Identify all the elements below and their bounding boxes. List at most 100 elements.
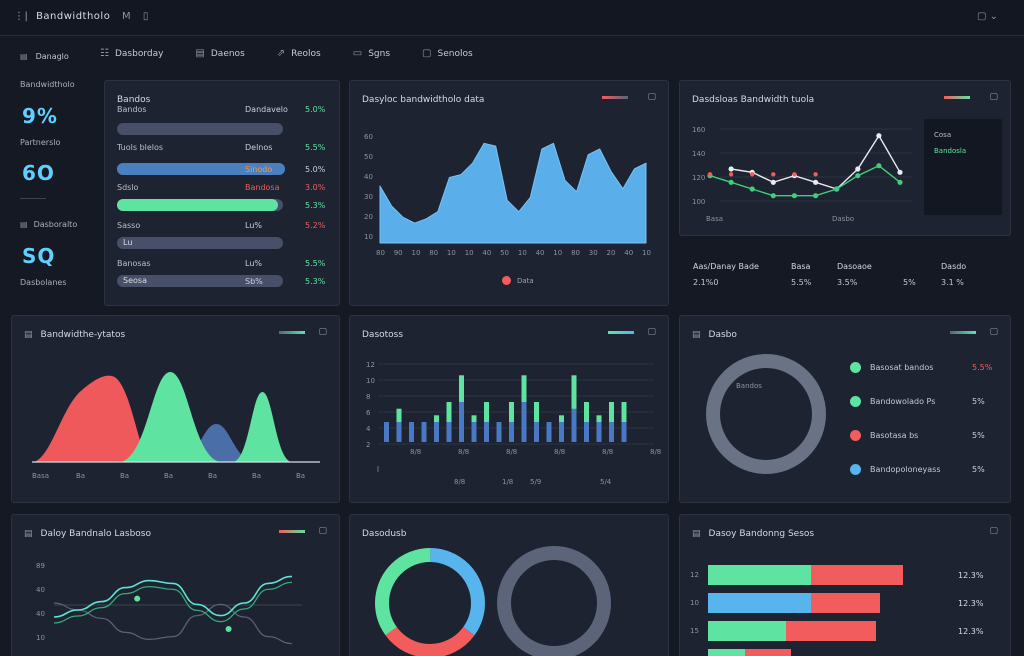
donut-chart: Bandos [706, 354, 826, 474]
sidebar-nav[interactable]: ▤ Danaglo [20, 52, 69, 61]
hbar-segment [811, 565, 903, 585]
panel-title: ▤ Dasoy Bandonng Sesos [692, 529, 814, 539]
tab-label: Sgns [368, 48, 391, 59]
bar-blue [509, 422, 514, 442]
doc-icon: ▤ [195, 48, 205, 59]
legend-dot [502, 276, 511, 285]
y-tick-label: 30 [364, 193, 373, 201]
hbar-segment [708, 649, 745, 656]
row-percent: 5.3% [305, 201, 326, 210]
bar-blue [584, 422, 589, 442]
line-stats-strip: Aas/Danay Bade 2.1%0 Basa 5.5% Dasoaoe 3.5% 5%… [679, 244, 1011, 306]
line-point-red [771, 172, 776, 177]
x-tick-label: 8/8 [506, 448, 517, 456]
line-point-white [813, 179, 819, 185]
expand-icon[interactable]: ▢ [989, 327, 998, 337]
panel-title: Dasdsloas Bandwidth tuola [692, 95, 815, 105]
bar-blue [496, 422, 502, 442]
x-tick-label: 90 [394, 249, 403, 257]
x-tick-label: Dasbo [832, 215, 854, 221]
y-tick-label: 10 [364, 233, 373, 241]
tooltip-line: Bandosla [934, 147, 967, 155]
legend-dot [850, 396, 861, 407]
bar-blue [409, 422, 414, 442]
x-tick-label: 80 [376, 249, 385, 257]
panel-badge [950, 331, 976, 334]
folder-icon: ▭ [352, 48, 363, 59]
tab-daenos[interactable]: ▤ Daenos [195, 48, 244, 59]
chevron-icon[interactable]: ▯ [142, 11, 149, 22]
sidebar-stat-value: SQ [22, 244, 56, 268]
tab-label: Dasborday [114, 48, 164, 59]
sidebar-footer[interactable]: Dasbolanes [20, 278, 67, 287]
app-title-extra: M [122, 11, 132, 22]
window-controls[interactable]: ▢ ⌄ [976, 11, 998, 22]
line-point-white [855, 166, 861, 172]
grid-icon: ▤ [24, 330, 33, 340]
line-point-green [876, 163, 882, 169]
x-tick-label: 8/8 [458, 448, 469, 456]
progress-bar-text: Seosa [123, 276, 147, 285]
legend-value: 5% [972, 465, 985, 474]
expand-icon[interactable]: ▢ [989, 526, 998, 536]
panel-badge [608, 331, 634, 334]
x-tick-label: 8/8 [554, 448, 565, 456]
line-point-green [770, 193, 776, 199]
row-percent: 3.0% [305, 183, 326, 192]
bar-blue [596, 422, 602, 442]
bar-chart-panel: Dasotoss ▢ 12 10 8 6 4 2 8/8 8/8 8/8 8/8 8/8 8/8 8/8… [349, 315, 669, 503]
settings-icon: ▢ [422, 48, 432, 59]
tab-dasborday[interactable]: ☷ Dasborday [100, 48, 163, 59]
expand-icon[interactable]: ▢ [647, 327, 656, 337]
bar-blue [471, 422, 477, 442]
expand-icon[interactable]: ▢ [318, 526, 327, 536]
x-tick-label: 40 [536, 249, 545, 257]
stat-value: 2.1%0 [693, 278, 719, 287]
donut-panel: ▤ Dasbo ▢ Bandos Basosat bandos 5.5% Bandow… [679, 315, 1011, 503]
x-tick-label: 5/9 [530, 478, 541, 486]
sidebar-divider [20, 198, 46, 199]
y-tick-label: 50 [364, 153, 373, 161]
x-tick-label: 30 [589, 249, 598, 257]
ring-gray [497, 546, 611, 656]
progress-track: Lu [117, 237, 283, 249]
tab-senolos[interactable]: ▢ Senolos [422, 48, 473, 59]
y-tick-label: 60 [364, 133, 373, 141]
x-tick-label: 8/8 [454, 478, 465, 486]
line-series-green [709, 164, 901, 197]
bar-blue [384, 422, 389, 442]
x-tick-label: 1/8 [502, 478, 513, 486]
row-value: Sb% [245, 277, 263, 286]
expand-icon[interactable]: ▢ [318, 327, 327, 337]
top-bar: ⋮| Bandwidtholo M ▯ ▢ ⌄ [0, 0, 1024, 36]
expand-icon[interactable]: ▢ [989, 92, 998, 102]
hbar-segment [708, 621, 786, 641]
legend-label: Bandowolado Ps [870, 397, 936, 406]
line-point-white [876, 133, 882, 139]
grid-icon: ▤ [24, 529, 33, 539]
row-label: Bandos [117, 105, 147, 114]
row-percent: 5.3% [305, 277, 326, 286]
ring-chart [375, 546, 611, 656]
sidebar-stat-label-text: Dasboralto [33, 220, 78, 229]
bar-blue [434, 422, 439, 442]
x-tick-label: Ba [252, 472, 261, 480]
bar-blue [446, 422, 452, 442]
bar-blue [534, 422, 539, 442]
x-tick-label: 10 [412, 249, 421, 257]
tab-reolos[interactable]: ⇗ Reolos [277, 48, 321, 59]
row-value: Dandavelo [245, 105, 288, 114]
panel-badge [279, 331, 305, 334]
row-value: Bandosa [245, 183, 280, 192]
mountain-chart-panel: ▤ Bandwidthe-ytatos ▢ Basa Ba Ba Ba Ba Ba Ba [11, 315, 340, 503]
ring-segment-red [375, 548, 485, 656]
expand-icon[interactable]: ▢ [647, 92, 656, 102]
app-title: ⋮| Bandwidtholo M ▯ [14, 11, 149, 22]
line-point-red [792, 172, 797, 177]
y-tick-label: 40 [36, 586, 45, 594]
y-tick-label: 89 [36, 562, 45, 570]
stat-value: 3.5% [837, 278, 858, 287]
panel-title: Dasyloc bandwidtholo data [362, 95, 485, 105]
tab-sgns[interactable]: ▭ Sgns [353, 48, 390, 59]
